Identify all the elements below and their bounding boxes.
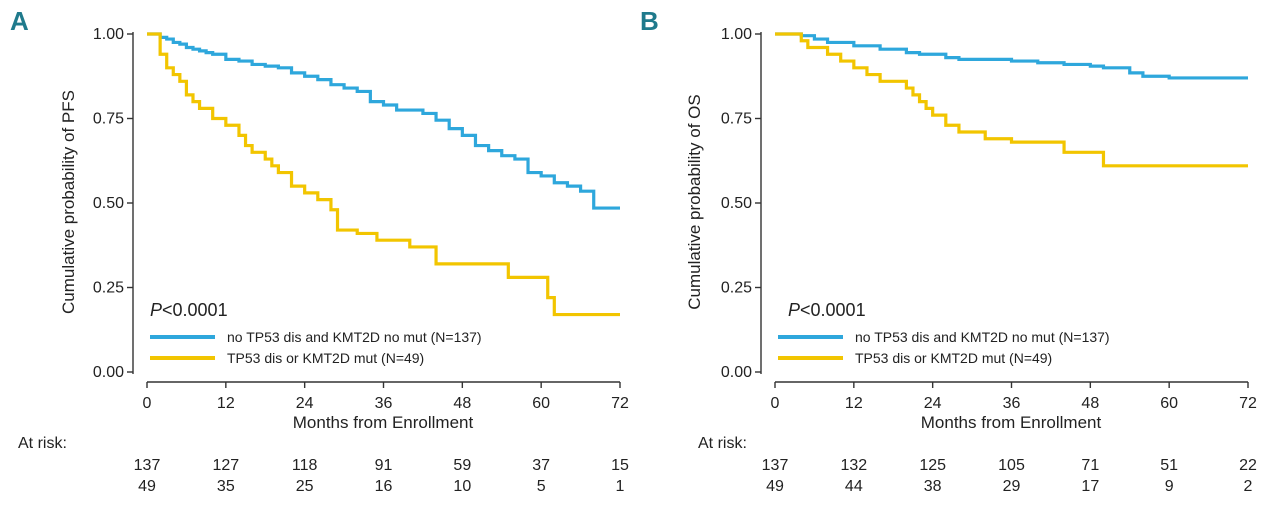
x-tick-label: 24 bbox=[924, 395, 942, 412]
at-risk-count: 71 bbox=[1081, 457, 1099, 474]
at-risk-count: 37 bbox=[532, 457, 550, 474]
at-risk-count: 38 bbox=[924, 478, 942, 495]
legend-label-yellow: TP53 dis or KMT2D mut (N=49) bbox=[227, 350, 424, 366]
p-value-letter: P bbox=[150, 300, 162, 320]
at-risk-count: 22 bbox=[1239, 457, 1257, 474]
panel-a-label: A bbox=[10, 6, 29, 36]
legend-label-blue: no TP53 dis and KMT2D no mut (N=137) bbox=[855, 329, 1110, 345]
legend-label-blue: no TP53 dis and KMT2D no mut (N=137) bbox=[227, 329, 482, 345]
x-tick-label: 72 bbox=[1239, 395, 1257, 412]
legend-label-yellow: TP53 dis or KMT2D mut (N=49) bbox=[855, 350, 1052, 366]
p-value: P<0.0001 bbox=[150, 300, 228, 320]
at-risk-count: 125 bbox=[919, 457, 946, 474]
y-axis-title: Cumulative probability of PFS bbox=[59, 90, 78, 314]
x-tick-label: 0 bbox=[143, 395, 152, 412]
y-tick-label: 0.75 bbox=[93, 111, 124, 128]
km-curve-mut bbox=[775, 32, 1248, 168]
at-risk-count: 105 bbox=[998, 457, 1025, 474]
y-tick-label: 0.50 bbox=[93, 195, 124, 212]
x-tick-label: 36 bbox=[375, 395, 393, 412]
km-curve-no-mut bbox=[147, 32, 620, 210]
y-tick-label: 0.00 bbox=[721, 364, 752, 381]
x-tick-label: 72 bbox=[611, 395, 629, 412]
at-risk-count: 9 bbox=[1165, 478, 1174, 495]
at-risk-label: At risk: bbox=[18, 435, 67, 452]
p-value-number: <0.0001 bbox=[162, 300, 228, 320]
y-axis-title: Cumulative probability of OS bbox=[685, 94, 704, 309]
at-risk-count: 127 bbox=[212, 457, 239, 474]
x-tick-label: 0 bbox=[771, 395, 780, 412]
at-risk-count: 137 bbox=[134, 457, 161, 474]
at-risk-count: 49 bbox=[138, 478, 156, 495]
at-risk-count: 2 bbox=[1244, 478, 1253, 495]
at-risk-count: 15 bbox=[611, 457, 629, 474]
km-curve-no-mut bbox=[775, 32, 1248, 80]
x-tick-label: 12 bbox=[217, 395, 235, 412]
at-risk-count: 137 bbox=[762, 457, 789, 474]
x-tick-label: 24 bbox=[296, 395, 314, 412]
at-risk-count: 51 bbox=[1160, 457, 1178, 474]
p-value-number: <0.0001 bbox=[800, 300, 866, 320]
p-value-letter: P bbox=[788, 300, 800, 320]
y-tick-label: 1.00 bbox=[721, 26, 752, 43]
x-axis-title: Months from Enrollment bbox=[921, 413, 1102, 432]
at-risk-label: At risk: bbox=[698, 435, 747, 452]
panel-a-pfs: A Cumulative probability of PFS Months f… bbox=[10, 6, 629, 495]
at-risk-count: 59 bbox=[453, 457, 471, 474]
p-value: P<0.0001 bbox=[788, 300, 866, 320]
x-axis-title: Months from Enrollment bbox=[293, 413, 474, 432]
y-tick-label: 0.75 bbox=[721, 111, 752, 128]
at-risk-count: 16 bbox=[375, 478, 393, 495]
at-risk-count: 5 bbox=[537, 478, 546, 495]
at-risk-count: 10 bbox=[453, 478, 471, 495]
panel-b-label: B bbox=[640, 6, 659, 36]
x-tick-label: 48 bbox=[453, 395, 471, 412]
y-tick-label: 0.25 bbox=[93, 280, 124, 297]
x-tick-label: 36 bbox=[1003, 395, 1021, 412]
at-risk-count: 118 bbox=[292, 457, 318, 474]
at-risk-count: 25 bbox=[296, 478, 314, 495]
y-tick-label: 1.00 bbox=[93, 26, 124, 43]
at-risk-count: 35 bbox=[217, 478, 235, 495]
x-tick-label: 48 bbox=[1081, 395, 1099, 412]
y-tick-label: 0.50 bbox=[721, 195, 752, 212]
at-risk-count: 29 bbox=[1003, 478, 1021, 495]
x-tick-label: 12 bbox=[845, 395, 863, 412]
at-risk-count: 49 bbox=[766, 478, 784, 495]
panel-b-os: B Cumulative probability of OS Months fr… bbox=[640, 6, 1257, 495]
x-tick-label: 60 bbox=[1160, 395, 1178, 412]
at-risk-count: 17 bbox=[1081, 478, 1099, 495]
km-curve-mut bbox=[147, 32, 620, 317]
y-tick-label: 0.00 bbox=[93, 364, 124, 381]
x-tick-label: 60 bbox=[532, 395, 550, 412]
at-risk-count: 91 bbox=[375, 457, 393, 474]
at-risk-count: 44 bbox=[845, 478, 863, 495]
y-tick-label: 0.25 bbox=[721, 280, 752, 297]
at-risk-count: 132 bbox=[840, 457, 867, 474]
at-risk-count: 1 bbox=[616, 478, 625, 495]
